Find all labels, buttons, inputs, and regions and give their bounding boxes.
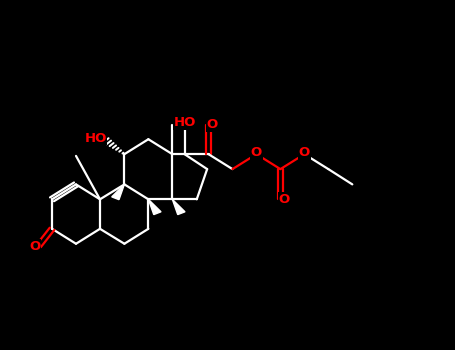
Polygon shape [172,199,185,215]
Text: O: O [207,118,218,131]
Polygon shape [148,199,161,215]
Polygon shape [112,184,124,200]
Text: O: O [278,193,290,206]
Text: O: O [251,146,262,159]
Text: O: O [29,240,40,253]
Text: HO: HO [84,132,106,145]
Text: O: O [299,146,310,159]
Text: HO: HO [173,117,196,130]
